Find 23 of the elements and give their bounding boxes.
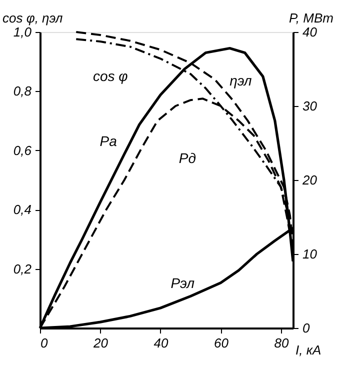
y-axis-title: cos φ, ηэл — [2, 10, 64, 26]
y-tick-label: 0,8 — [13, 84, 32, 99]
x-tick-label: 60 — [214, 336, 230, 350]
y2-tick-label: 10 — [302, 246, 318, 262]
y2-tick-label: 0 — [302, 320, 310, 336]
y2-axis-title: P, МВт — [288, 10, 334, 26]
x-tick-label: 20 — [92, 336, 109, 350]
y2-tick-label: 30 — [302, 98, 318, 114]
y-tick-label: 0,6 — [13, 142, 32, 158]
x-tick-label: 80 — [274, 336, 290, 350]
x-tick-label: 0 — [40, 336, 48, 350]
text: Pд — [178, 150, 196, 166]
series-label: Pа — [100, 133, 118, 150]
series-label: Pэл — [170, 275, 195, 292]
y-tick-label: 0,4 — [13, 202, 32, 218]
x-axis-title: I, кА — [296, 342, 322, 358]
y2-tick-label: 40 — [302, 24, 318, 40]
y-tick-label: 0,2 — [13, 261, 32, 276]
y-tick-label: 1,0 — [13, 24, 32, 40]
series-label: cos φ — [92, 68, 128, 84]
x-tick-label: 40 — [154, 336, 169, 350]
series-label: ηэл — [230, 72, 252, 88]
y2-tick-label: 20 — [302, 172, 318, 188]
